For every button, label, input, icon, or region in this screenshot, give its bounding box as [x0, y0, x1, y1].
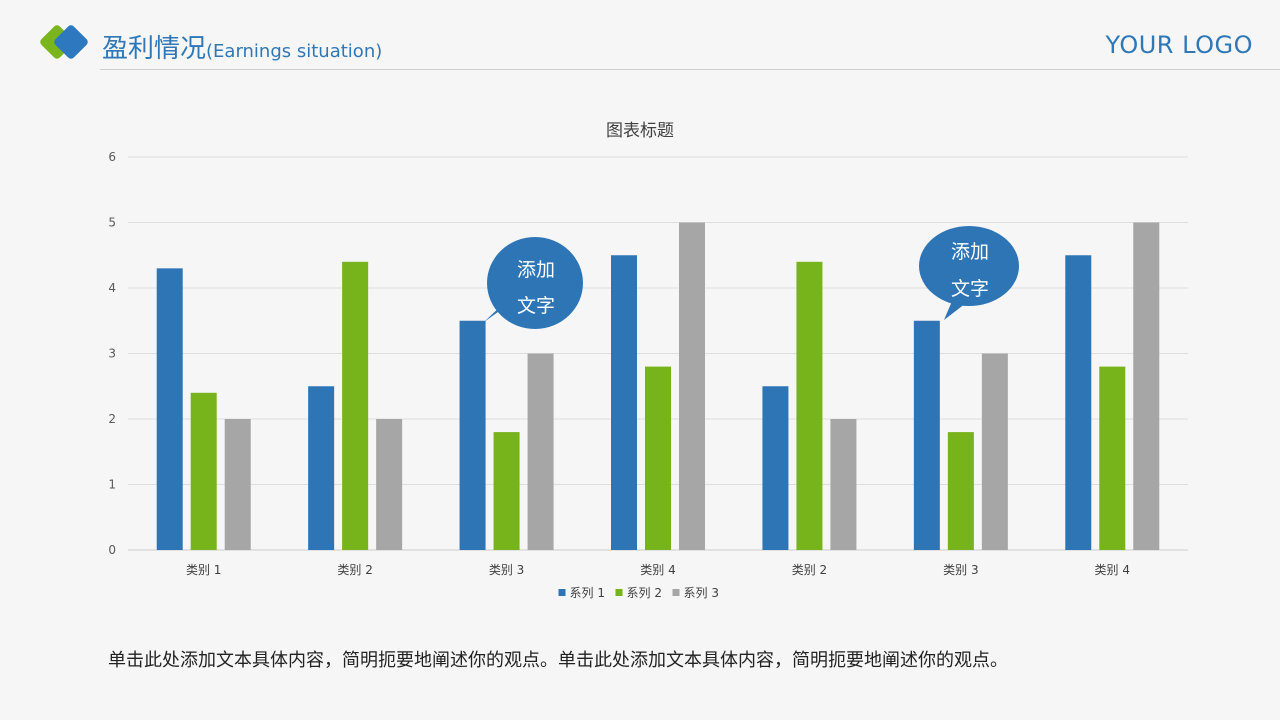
callout-2-line2: 文字: [951, 278, 989, 300]
callout-1-line1: 添加: [517, 259, 555, 281]
x-tick-label: 类别 2: [337, 563, 372, 577]
body-caption: 单击此处添加文本具体内容，简明扼要地阐述你的观点。单击此处添加文本具体内容，简明…: [108, 650, 1008, 671]
legend-swatch: [672, 589, 680, 596]
brand-logo-text: YOUR LOGO: [1105, 31, 1253, 59]
page-title-subtitle: (Earnings situation): [206, 41, 383, 62]
bar-series1: [1065, 255, 1092, 550]
bar-series1: [459, 320, 486, 550]
y-tick-label: 6: [108, 150, 116, 164]
callout-bubble-1-body: [487, 237, 583, 329]
callout-bubble-1: 添加 文字: [484, 237, 583, 329]
header-divider: [100, 69, 1280, 70]
bar-series3: [679, 222, 705, 550]
bar-series3: [224, 419, 251, 550]
callout-bubble-2: 添加 文字: [919, 226, 1019, 320]
bar-series2: [342, 261, 369, 550]
x-axis-labels: 类别 1 类别 2 类别 3 类别 4 类别 2 类别 3 类别 4: [186, 563, 1130, 577]
bar-series3: [527, 353, 554, 550]
bar-series2: [645, 366, 671, 550]
bar-series2: [493, 432, 520, 550]
bar-series1: [308, 386, 335, 550]
legend-item-label: 系列 3: [684, 586, 719, 600]
callout-bubble-2-body: [919, 226, 1019, 306]
slide-header: 盈利情况(Earnings situation) YOUR LOGO: [0, 0, 1280, 72]
y-tick-label: 5: [108, 216, 116, 230]
legend-item-label: 系列 2: [627, 586, 662, 600]
x-tick-label: 类别 4: [640, 563, 675, 577]
page-title: 盈利情况(Earnings situation): [102, 28, 382, 65]
legend-swatch: [558, 589, 566, 596]
bar-series3: [830, 419, 857, 550]
bar-series2: [190, 392, 217, 550]
x-tick-label: 类别 2: [792, 563, 827, 577]
chart-bars: [156, 222, 1160, 550]
bar-series3: [981, 353, 1008, 550]
bar-series1: [156, 268, 183, 550]
y-tick-label: 2: [108, 412, 116, 426]
bar-series1: [762, 386, 789, 550]
legend-item-label: 系列 1: [570, 586, 605, 600]
bar-series1: [913, 320, 940, 550]
x-tick-label: 类别 3: [489, 563, 524, 577]
diamond-logo-icon: [40, 25, 88, 59]
x-tick-label: 类别 4: [1095, 563, 1130, 577]
y-axis-labels: 0 1 2 3 4 5 6: [108, 150, 116, 557]
bar-series3: [376, 419, 403, 550]
bar-series2: [947, 432, 974, 550]
y-tick-label: 1: [108, 478, 116, 492]
bar-series3: [1133, 222, 1160, 550]
y-tick-label: 3: [108, 347, 116, 361]
x-tick-label: 类别 1: [186, 563, 221, 577]
y-tick-label: 0: [108, 543, 116, 557]
y-tick-label: 4: [108, 281, 116, 295]
page-title-main: 盈利情况: [102, 34, 207, 64]
chart-title: 图表标题: [606, 121, 674, 141]
bar-series2: [796, 261, 823, 550]
bar-series1: [611, 255, 637, 550]
legend-swatch: [615, 589, 623, 596]
callout-1-line2: 文字: [517, 295, 555, 317]
x-tick-label: 类别 3: [943, 563, 978, 577]
chart-legend: 系列 1 系列 2 系列 3: [558, 586, 719, 600]
bar-series2: [1099, 366, 1126, 550]
callout-2-line1: 添加: [951, 241, 989, 263]
